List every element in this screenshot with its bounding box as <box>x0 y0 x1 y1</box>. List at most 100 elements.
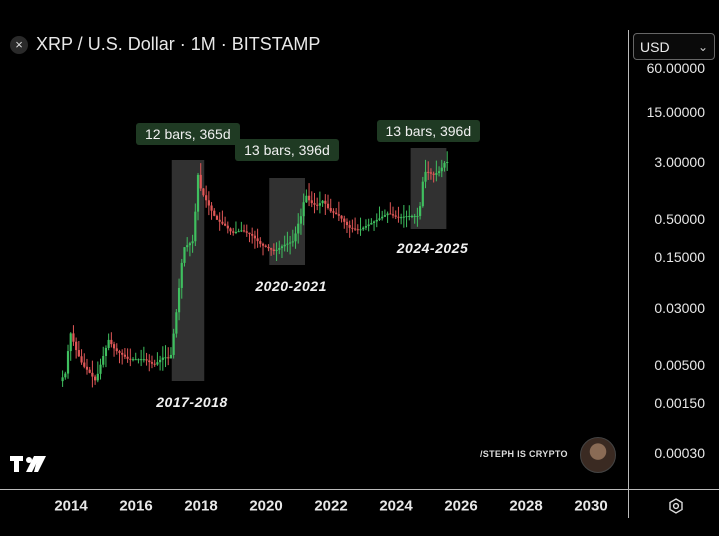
candle-body <box>261 243 265 246</box>
chart-header: × XRP / U.S. Dollar · 1M · BITSTAMP <box>10 34 320 55</box>
currency-select[interactable]: USD ⌄ <box>633 33 715 60</box>
candle-body <box>137 359 140 361</box>
candle-body <box>210 205 213 211</box>
candle-body <box>337 214 340 216</box>
candle-body <box>437 171 441 174</box>
price-tick-label: 3.00000 <box>654 154 705 170</box>
candle-body <box>91 372 94 377</box>
candle-body <box>61 377 64 382</box>
candle-body <box>72 333 75 342</box>
symbol-title[interactable]: XRP / U.S. Dollar · 1M · BITSTAMP <box>36 34 321 54</box>
candle-body <box>400 217 403 219</box>
price-tick-label: 0.50000 <box>654 211 705 227</box>
candle-body <box>329 208 332 212</box>
candle-body <box>270 248 273 250</box>
candle-body <box>264 245 267 247</box>
candle-body <box>294 233 297 242</box>
candle-body <box>299 216 303 224</box>
candle-body <box>96 373 99 381</box>
candle-body <box>180 262 183 288</box>
candle-body <box>305 195 308 203</box>
candle-body <box>375 219 378 222</box>
bars-range-label: 13 bars, 396d <box>235 139 339 161</box>
candle-body <box>161 357 164 360</box>
candle-body <box>383 215 386 217</box>
candle-body <box>343 218 346 222</box>
candle-body <box>196 174 200 212</box>
time-tick-label: 2020 <box>249 497 283 515</box>
price-tick-label: 0.15000 <box>654 249 705 265</box>
candle-body <box>215 215 219 220</box>
candle-body <box>224 223 227 226</box>
candle-body <box>408 215 411 217</box>
candle-body <box>416 215 419 217</box>
candlestick-chart[interactable] <box>0 0 628 489</box>
gear-icon[interactable] <box>668 498 684 514</box>
candle-body <box>191 241 194 244</box>
candle-body <box>440 167 443 172</box>
bars-range-label: 12 bars, 365d <box>136 123 240 145</box>
candle-body <box>99 364 102 374</box>
candle-body <box>419 206 422 216</box>
candle-body <box>291 241 294 243</box>
candle-body <box>80 356 83 363</box>
price-tick-label: 0.00030 <box>654 445 705 461</box>
candle-body <box>85 366 89 370</box>
candle-body <box>397 216 400 218</box>
candle-body <box>237 231 240 233</box>
candle-body <box>177 287 181 313</box>
candle-body <box>359 229 362 231</box>
candle-body <box>148 360 151 363</box>
candle-body <box>175 312 178 334</box>
candle-body <box>129 358 132 360</box>
price-tick-label: 60.00000 <box>646 60 705 76</box>
candle-body <box>94 376 97 381</box>
candle-body <box>75 341 78 351</box>
price-tick-label: 0.00150 <box>654 395 705 411</box>
candle-body <box>172 333 175 355</box>
candle-body <box>123 354 126 357</box>
candle-body <box>307 195 311 201</box>
candle-body <box>356 229 359 231</box>
candle-body <box>77 350 80 357</box>
candle-body <box>413 215 416 217</box>
candle-body <box>134 359 137 361</box>
candle-body <box>104 347 108 356</box>
candle-body <box>83 362 86 367</box>
candle-body <box>364 226 368 228</box>
candle-body <box>107 339 110 348</box>
price-tick-label: 15.00000 <box>646 104 705 120</box>
candle-body <box>240 230 243 232</box>
candle-body <box>394 215 397 217</box>
candle-body <box>280 246 284 249</box>
period-label: 2024-2025 <box>396 240 469 256</box>
candle-body <box>126 356 129 359</box>
candle-body <box>429 172 433 174</box>
period-label: 2017-2018 <box>156 394 228 410</box>
candle-body <box>112 344 116 349</box>
candle-body <box>183 247 186 263</box>
price-tick-label: 0.03000 <box>654 300 705 316</box>
candle-body <box>402 216 405 218</box>
close-icon[interactable]: × <box>10 35 28 54</box>
candle-body <box>389 213 392 215</box>
candle-body <box>232 231 235 233</box>
candle-body <box>283 244 286 247</box>
candle-body <box>391 214 395 216</box>
candle-body <box>164 357 167 359</box>
candle-body <box>188 243 191 246</box>
candle-body <box>169 354 173 359</box>
price-tick-label: 0.00500 <box>654 357 705 373</box>
time-tick-label: 2026 <box>444 497 478 515</box>
candle-body <box>221 221 224 224</box>
candle-body <box>432 173 435 175</box>
candle-body <box>372 221 376 223</box>
candle-body <box>272 249 275 251</box>
avatar <box>580 437 616 473</box>
candle-body <box>131 359 135 361</box>
candle-body <box>278 248 281 250</box>
candle-body <box>324 200 327 204</box>
candle-body <box>367 224 370 227</box>
time-tick-label: 2018 <box>184 497 218 515</box>
highlight-range <box>410 148 447 229</box>
